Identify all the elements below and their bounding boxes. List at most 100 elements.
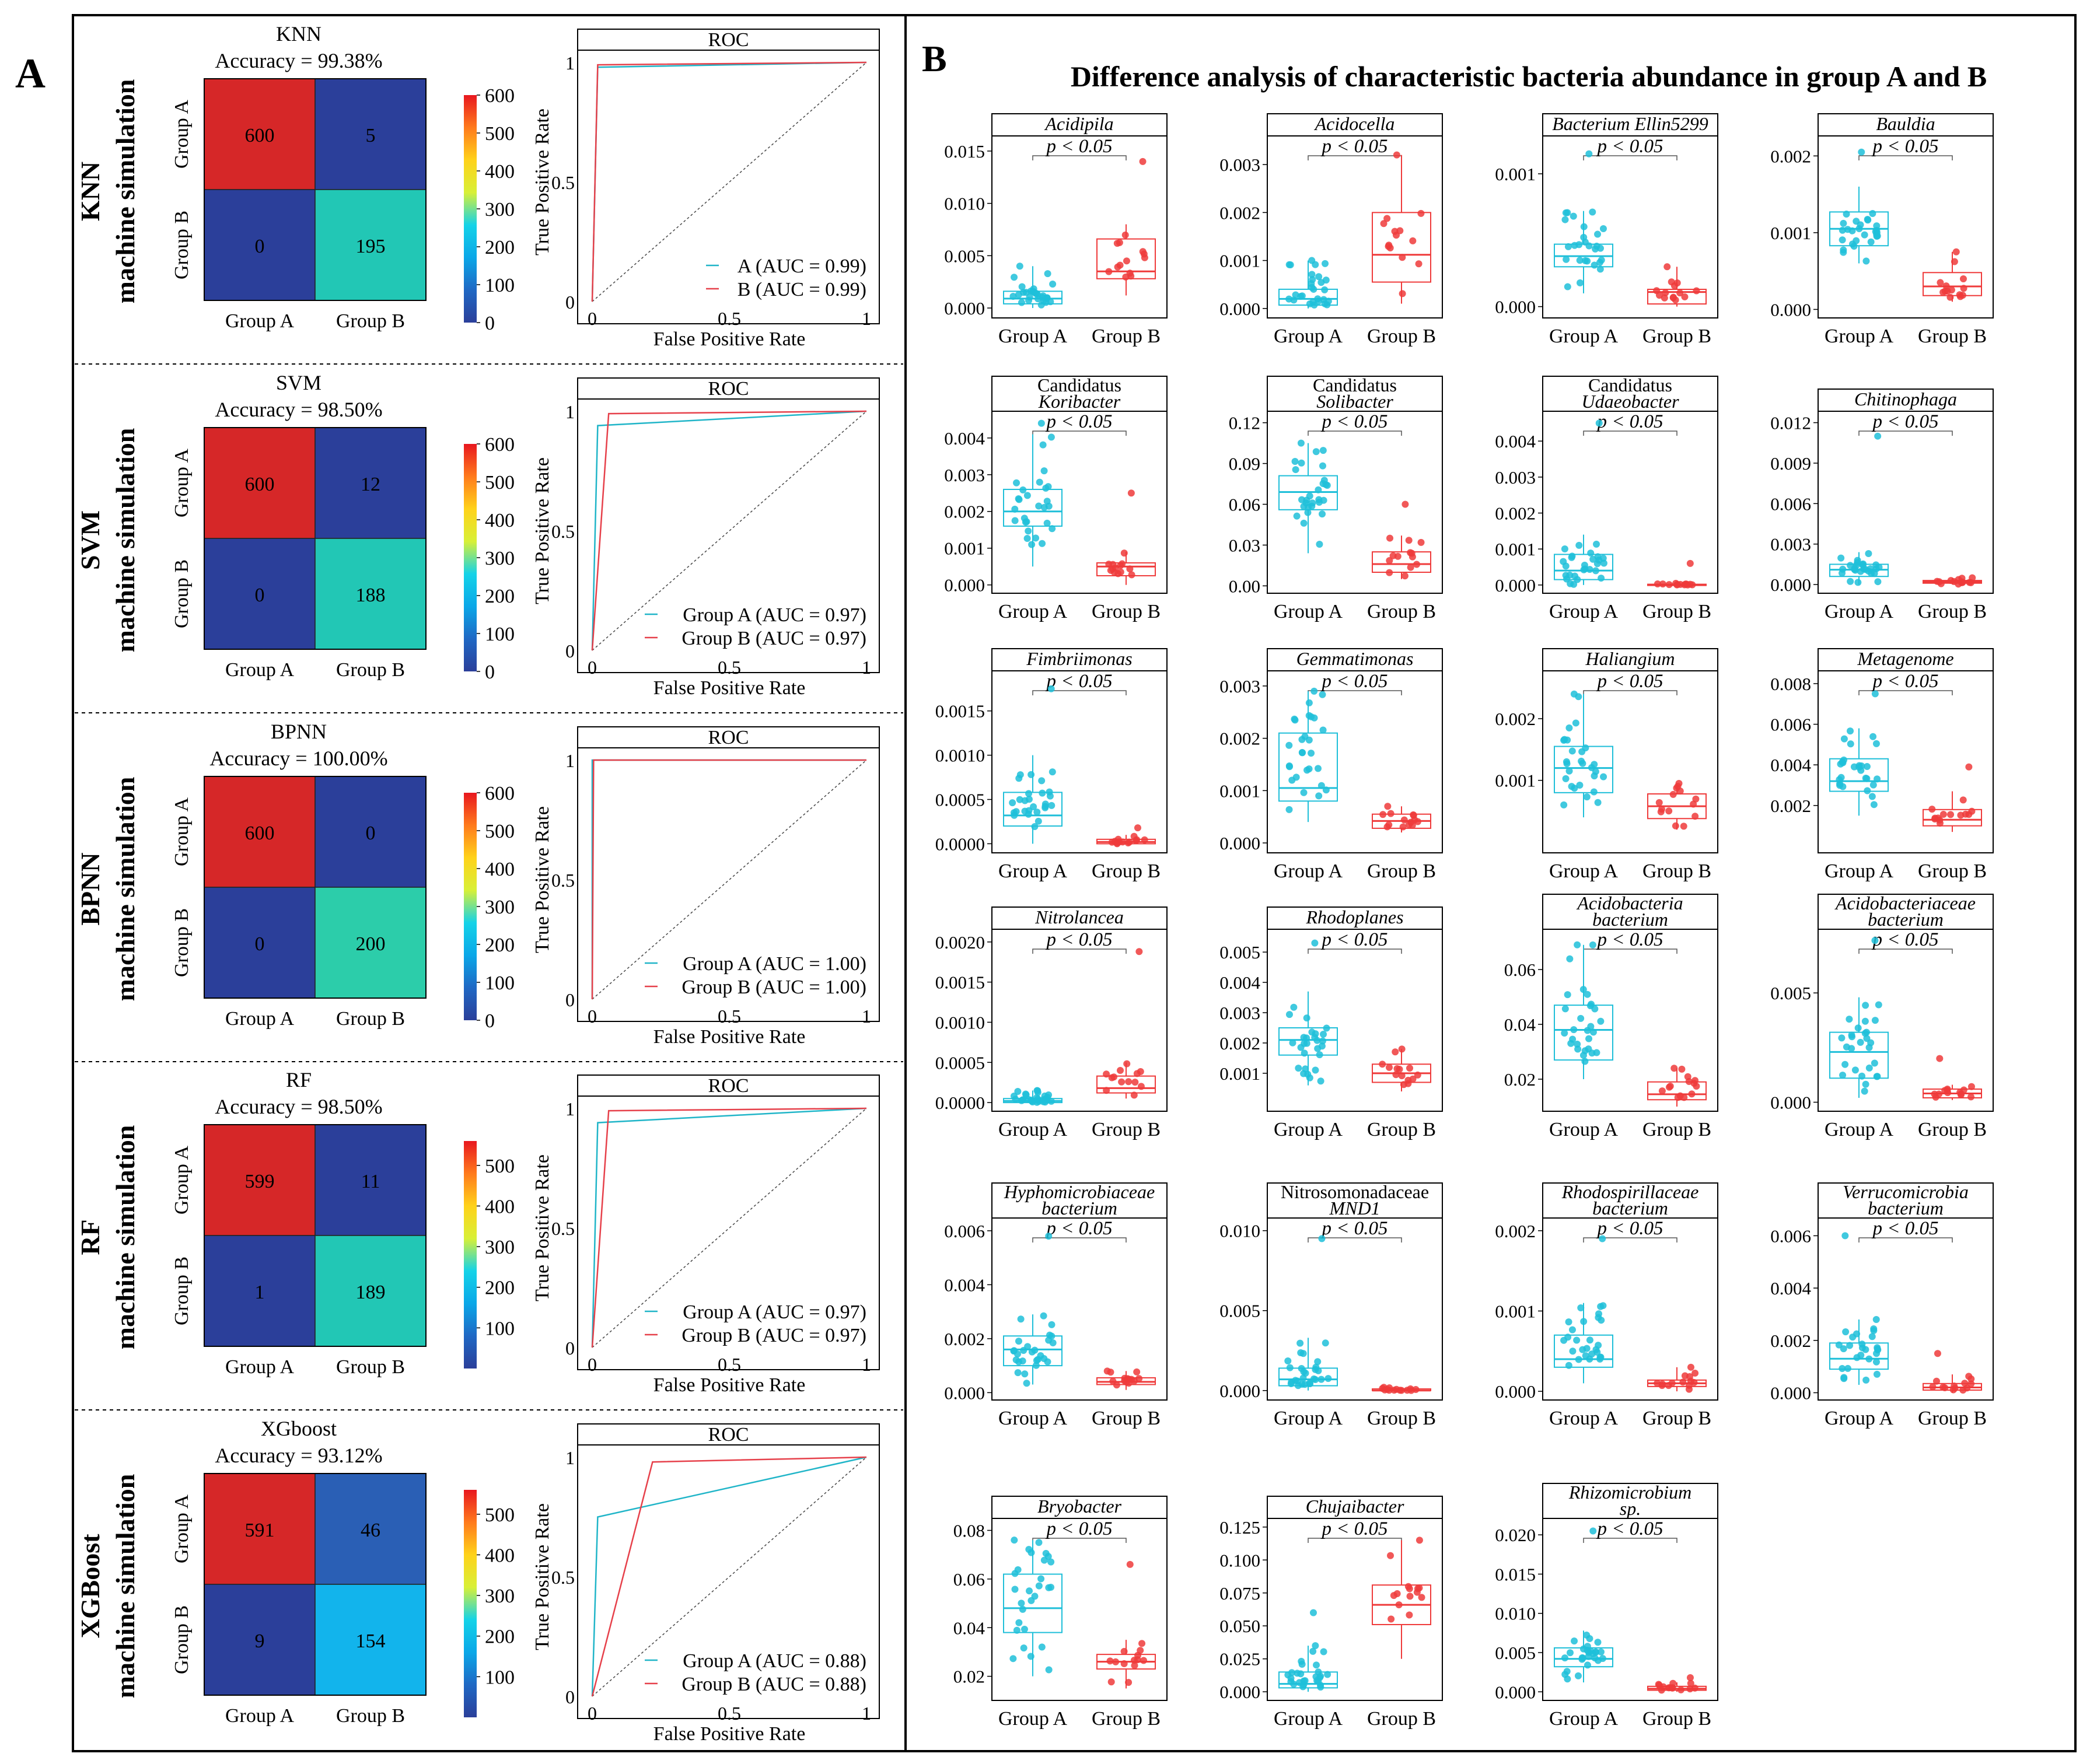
matrix-value: 600 [245, 822, 275, 844]
data-point [1324, 1375, 1332, 1382]
data-point [1658, 1686, 1665, 1694]
data-point [1023, 492, 1031, 499]
y-tick-label: 0.012 [1770, 413, 1811, 433]
data-point [1027, 771, 1035, 778]
y-tick-label: 0.010 [1495, 1604, 1536, 1624]
data-point [1044, 1553, 1052, 1560]
data-point [1855, 225, 1863, 232]
data-point [1027, 1653, 1034, 1660]
data-point [1297, 439, 1305, 447]
data-point [1862, 257, 1870, 265]
x-tick-label: Group A [998, 601, 1068, 622]
data-point [1313, 1037, 1321, 1044]
data-point [1939, 811, 1947, 818]
data-point [1120, 1647, 1128, 1655]
data-point [1874, 432, 1882, 440]
data-point [1565, 724, 1573, 732]
x-tick-label: Group A [1825, 860, 1894, 882]
data-point [1135, 948, 1143, 956]
p-value-label: p < 0.05 [1596, 136, 1663, 157]
data-point [1015, 291, 1022, 299]
data-point [1126, 1560, 1134, 1568]
data-point [1944, 1089, 1952, 1097]
data-point [1411, 816, 1418, 824]
data-point [1575, 693, 1582, 701]
data-point [1393, 1590, 1401, 1598]
data-point [1867, 565, 1874, 573]
data-point [1960, 285, 1967, 292]
data-point [1595, 1310, 1603, 1318]
matrix-cell [204, 887, 316, 999]
data-point [1863, 763, 1871, 771]
data-point [1291, 457, 1299, 465]
matrix-cell [204, 1473, 316, 1585]
data-point [1868, 1333, 1876, 1340]
data-point [1853, 1354, 1861, 1362]
x-tick-label: Group A [1549, 601, 1619, 622]
data-point [1301, 1040, 1308, 1047]
y-tick-label: 0.015 [1495, 1564, 1536, 1584]
data-point [1580, 1318, 1588, 1325]
roc-y-tick: 0 [565, 640, 575, 662]
data-point [1288, 1378, 1295, 1386]
matrix-row-label: Group A [171, 1494, 193, 1564]
data-point [1322, 260, 1329, 267]
data-point [1669, 294, 1677, 302]
data-point [1561, 1671, 1569, 1678]
legend-label-a: A (AUC = 0.99) [738, 256, 866, 277]
data-point [1693, 1082, 1700, 1090]
significance-bracket [1858, 430, 1953, 436]
data-point [1039, 441, 1047, 449]
y-tick-label: 0.002 [1495, 709, 1536, 729]
data-point [1319, 510, 1326, 518]
data-point [1848, 1045, 1855, 1052]
data-point [1574, 1672, 1582, 1679]
data-point [1401, 572, 1409, 580]
x-tick-label: Group B [1918, 860, 1987, 882]
data-point [1404, 1076, 1412, 1084]
roc-y-tick: 0 [565, 292, 575, 313]
significance-bracket [1032, 155, 1127, 160]
strip-label-line2: bacterium [1868, 909, 1944, 930]
data-point [1407, 564, 1414, 571]
model-label: SVM [75, 510, 105, 570]
x-tick-label: Group A [998, 1408, 1068, 1429]
data-point [1653, 287, 1661, 295]
data-point [1570, 212, 1577, 220]
colorbar [464, 95, 477, 323]
box-panel-nitrolancea: Nitrolancea 0.0000 0.0005 0.0010 0.0015 0.002… [935, 907, 1168, 1140]
y-tick-label: 0.010 [944, 194, 985, 214]
colorbar [464, 1490, 477, 1717]
data-point [1561, 216, 1569, 223]
data-point [1016, 262, 1023, 270]
data-point [1117, 568, 1124, 576]
data-point [1040, 1312, 1047, 1320]
data-point [1048, 1321, 1056, 1328]
box-iqr [1647, 289, 1707, 305]
strip-label: Acidocella [1314, 113, 1395, 134]
colorbar-tick-label: 400 [485, 1196, 515, 1217]
data-point [1574, 1041, 1581, 1048]
y-tick-label: 0.000 [1219, 299, 1260, 319]
data-point [1562, 209, 1570, 216]
matrix-col-label: Group A [225, 1705, 295, 1727]
x-tick-label: Group A [1274, 860, 1343, 882]
data-point [1120, 1660, 1128, 1668]
data-point [1842, 1328, 1850, 1336]
data-point [1308, 271, 1316, 278]
data-point [1663, 263, 1671, 271]
data-point [1661, 294, 1668, 302]
data-point [1578, 1656, 1586, 1663]
data-point [1839, 1365, 1846, 1373]
data-point [1392, 1048, 1399, 1056]
data-point [1313, 1661, 1320, 1669]
data-point [1869, 210, 1876, 218]
y-tick-label: 0.06 [1229, 494, 1260, 514]
y-tick-label: 0.000 [1495, 297, 1536, 317]
p-value-label: p < 0.05 [1045, 1218, 1112, 1239]
data-point [1045, 1233, 1053, 1240]
data-point [1109, 1377, 1117, 1385]
y-tick-label: 0.004 [944, 1275, 985, 1295]
box-panel-haliangium: Haliangium 0.001 0.002 p < 0.05 Group A Group… [1495, 648, 1718, 882]
strip-label: Acidipila [1044, 113, 1113, 134]
